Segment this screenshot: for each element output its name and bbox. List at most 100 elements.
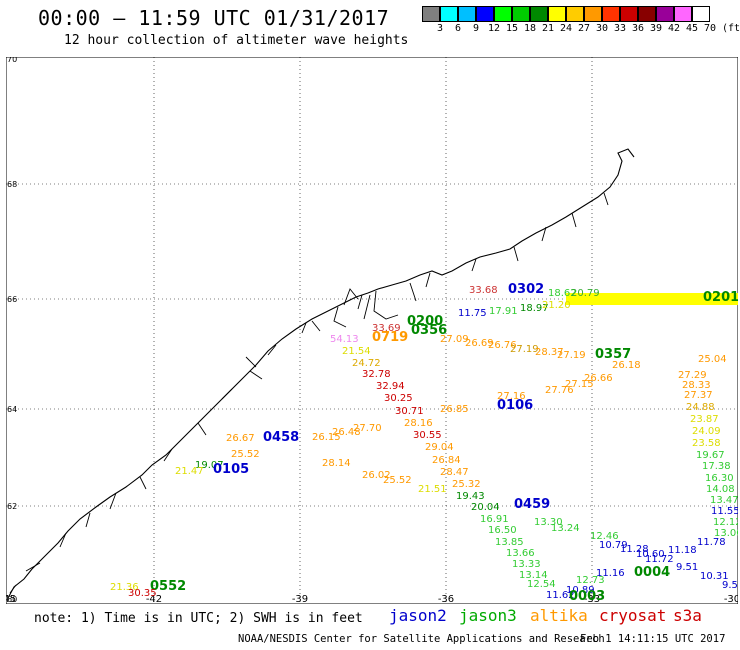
legend-swatch-27 — [566, 6, 584, 22]
dense-track-yellow — [566, 293, 738, 305]
wave-height-value: 25.32 — [452, 479, 481, 490]
wave-height-value: 17.91 — [489, 306, 518, 317]
wave-height-value: 24.88 — [686, 402, 715, 413]
satellite-label-cryosat: cryosat — [599, 606, 667, 625]
wave-height-value: 21.47 — [175, 466, 204, 477]
wave-height-value: 25.52 — [231, 449, 260, 460]
map-title: 00:00 – 11:59 UTC 01/31/2017 — [38, 6, 390, 30]
wave-height-value: 27.37 — [684, 390, 713, 401]
legend-swatch-21 — [530, 6, 548, 22]
legend-swatch-6 — [440, 6, 458, 22]
wave-height-value: 23.58 — [692, 438, 721, 449]
legend-label-30: 30 — [595, 23, 609, 34]
wave-height-value: 26.85 — [440, 404, 469, 415]
satellite-label-s3a: s3a — [673, 606, 702, 625]
map-frame — [6, 57, 738, 604]
pass-time-label: 0302 — [508, 282, 544, 297]
satellite-label-altika: altika — [530, 606, 588, 625]
wave-height-value: 17.38 — [702, 461, 731, 472]
longitude-labels: -45 -42 -39 -36 -33 -30 — [6, 594, 738, 604]
wave-height-value: 13.33 — [512, 559, 541, 570]
lon-tick-label: -33 — [584, 594, 600, 604]
map-subtitle: 12 hour collection of altimeter wave hei… — [64, 33, 409, 48]
legend-label-33: 33 — [613, 23, 627, 34]
credit-line: NOAA/NESDIS Center for Satellite Applica… — [238, 633, 605, 645]
lon-tick-label: -42 — [146, 594, 162, 604]
legend-swatch-39 — [638, 6, 656, 22]
legend-label-70: 70 — [703, 23, 717, 34]
wave-height-value: 16.91 — [480, 514, 509, 525]
legend-label-3: 3 — [436, 23, 444, 34]
wave-height-value: 13.14 — [519, 570, 548, 581]
wave-height-value: 26.48 — [332, 427, 361, 438]
pass-time-label: 0459 — [514, 497, 550, 512]
wave-height-value: 26.02 — [362, 470, 391, 481]
legend-label-6: 6 — [454, 23, 462, 34]
wave-height-value: 19.67 — [696, 450, 725, 461]
wave-height-value: 13.47 — [710, 495, 738, 506]
wave-height-value: 9.51 — [676, 562, 698, 573]
wave-height-value: 11.72 — [645, 554, 674, 565]
wave-height-value: 27.29 — [678, 370, 707, 381]
pass-time-label: 0200 — [407, 314, 443, 329]
legend-swatch-24 — [548, 6, 566, 22]
pass-time-label: 0106 — [497, 398, 533, 413]
wave-height-value: 33.69 — [372, 323, 401, 334]
lat-tick-label: 68 — [7, 180, 17, 189]
wave-height-value: 30.71 — [395, 406, 424, 417]
wave-height-value: 28.16 — [404, 418, 433, 429]
legend-swatch-3 — [422, 6, 440, 22]
pass-time-label: 0004 — [634, 565, 670, 580]
wave-height-value: 24.72 — [352, 358, 381, 369]
wave-height-value: 26.76 — [488, 340, 517, 351]
wave-height-value: 21.36 — [110, 582, 139, 593]
lat-tick-label: 60 — [7, 595, 17, 604]
wave-height-value: 11.18 — [668, 545, 697, 556]
wave-height-value: 12.73 — [576, 575, 605, 586]
legend-swatch-33 — [602, 6, 620, 22]
wave-height-value: 27.19 — [557, 350, 586, 361]
lat-tick-label: 70 — [7, 57, 17, 64]
legend-swatch-45 — [674, 6, 692, 22]
wave-height-value: 13.66 — [506, 548, 535, 559]
wave-height-value: 14.08 — [706, 484, 735, 495]
legend-label-18: 18 — [523, 23, 537, 34]
legend-label-45: 45 — [685, 23, 699, 34]
wave-height-value: 10.79 — [599, 540, 628, 551]
legend-label-24: 24 — [559, 23, 573, 34]
wave-height-value: 26.66 — [584, 373, 613, 384]
wave-height-value: 24.09 — [692, 426, 721, 437]
wave-height-value: 28.47 — [440, 467, 469, 478]
legend-label-12: 12 — [487, 23, 501, 34]
wave-height-value: 16.50 — [488, 525, 517, 536]
greenland-coastline — [7, 148, 635, 599]
wave-height-value: 18.62 — [548, 288, 577, 299]
wave-height-value: 12.54 — [527, 579, 556, 590]
wave-height-value: 10.31 — [700, 571, 729, 582]
wave-height-value: 11.55 — [711, 506, 738, 517]
lat-tick-label: 62 — [7, 502, 17, 511]
footer-note: note: 1) Time is in UTC; 2) SWH is in fe… — [34, 611, 363, 626]
legend-label-21: 21 — [541, 23, 555, 34]
wave-height-value: 27.76 — [545, 385, 574, 396]
wave-height-value: 25.04 — [698, 354, 727, 365]
wave-height-value: 26.84 — [432, 455, 461, 466]
wave-height-value: 13.85 — [495, 537, 524, 548]
wave-height-value: 27.16 — [497, 391, 526, 402]
wave-height-value: 23.87 — [690, 414, 719, 425]
legend-swatch-18 — [512, 6, 530, 22]
wave-height-value: 13.30 — [534, 517, 563, 528]
lon-tick-label: -30 — [724, 594, 738, 604]
legend-swatch-70 — [692, 6, 710, 22]
legend-swatch-42 — [656, 6, 674, 22]
pass-time-label: 0105 — [213, 462, 249, 477]
pass-time-label: 0357 — [595, 347, 631, 362]
wave-height-value: 11.75 — [458, 308, 487, 319]
credit-timestamp: Feb 1 14:11:15 UTC 2017 — [580, 633, 726, 645]
wave-height-value: 30.25 — [384, 393, 413, 404]
pass-time-label: 0552 — [150, 579, 186, 594]
legend-unit: (ft) — [722, 23, 740, 34]
wave-height-value: 11.78 — [697, 537, 726, 548]
altimeter-map: 70 68 66 64 62 60 -45 -42 -39 -36 -33 -30 33.68 030… — [6, 57, 738, 604]
